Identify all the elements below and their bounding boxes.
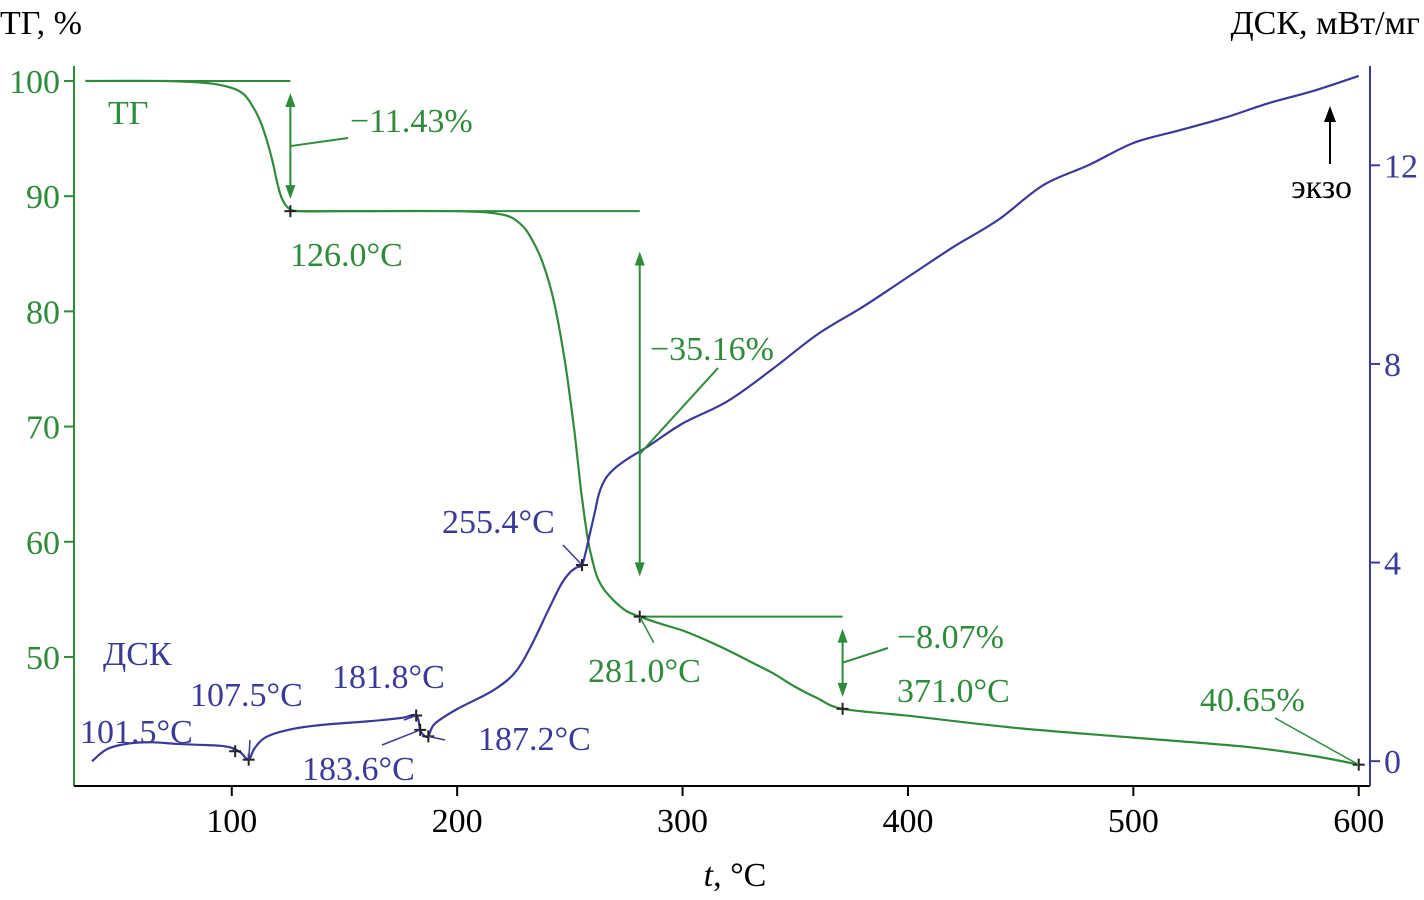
- y-left-tick-label: 60: [26, 525, 60, 562]
- tg-point-label-3: 40.65%: [1200, 682, 1305, 719]
- loss-label-2: −8.07%: [897, 619, 1004, 656]
- loss-label-1: −35.16%: [650, 331, 774, 368]
- loss-leader-2: [842, 647, 889, 664]
- y-left-tick-label: 100: [9, 64, 60, 101]
- y-right-tick-label: 8: [1384, 347, 1401, 384]
- y-right-tick-label: 0: [1384, 744, 1401, 781]
- tg-point-label-1: 281.0°C: [588, 653, 701, 690]
- dsc-point-leader-0: [231, 747, 236, 752]
- loss-arrow-0-head-bottom: [285, 185, 296, 200]
- tg-point-leader-3: [1274, 717, 1360, 766]
- loss-arrow-1-head-top: [634, 251, 645, 266]
- loss-arrow-0-head-top: [285, 92, 296, 107]
- dsc-point-label-4: 187.2°C: [478, 721, 591, 758]
- loss-leader-1: [638, 367, 719, 455]
- y-left-tick-label: 50: [26, 640, 60, 677]
- x-tick-label: 300: [657, 803, 708, 840]
- y-left-tick-label: 80: [26, 294, 60, 331]
- x-tick-label: 100: [206, 803, 257, 840]
- dsc-point-leader-1: [247, 739, 251, 760]
- x-axis-title-variable: t: [704, 857, 715, 894]
- loss-label-0: −11.43%: [350, 103, 473, 140]
- x-tick-label: 400: [882, 803, 933, 840]
- x-tick-label: 200: [432, 803, 483, 840]
- dsc-point-leader-2: [403, 714, 417, 721]
- y-right-tick-label: 12: [1384, 148, 1418, 185]
- dsc-point-label-2: 181.8°C: [332, 659, 445, 696]
- dsc-point-leader-5: [562, 544, 583, 566]
- dsc-point-label-3: 183.6°C: [302, 751, 415, 788]
- loss-arrow-2-head-top: [837, 628, 848, 643]
- loss-arrow-1-head-bottom: [634, 562, 645, 577]
- dsc-point-label-5: 255.4°C: [442, 504, 555, 541]
- x-tick-label: 500: [1108, 803, 1159, 840]
- tg-point-label-2: 371.0°C: [897, 673, 1010, 710]
- tg-point-leader-1: [639, 616, 655, 644]
- x-tick-label: 600: [1333, 803, 1384, 840]
- exo-arrow-head: [1324, 106, 1336, 122]
- exo-label: экзо: [1291, 169, 1352, 206]
- dsc-point-leader-4: [428, 735, 446, 741]
- loss-arrow-2-head-bottom: [837, 682, 848, 697]
- dsc-point-leader-3: [381, 729, 421, 746]
- dsc-point-label-0: 101.5°C: [80, 714, 193, 751]
- dsc-series-line: [91, 74, 1360, 763]
- y-left-tick-label: 70: [26, 410, 60, 447]
- y-right-axis-title: ДСК, мВт/мг: [1230, 5, 1420, 42]
- tg-point-label-0: 126.0°C: [290, 237, 403, 274]
- loss-leader-0: [290, 137, 349, 148]
- x-axis-title-unit: , °C: [713, 857, 766, 894]
- y-right-tick-label: 4: [1384, 546, 1401, 583]
- y-left-tick-label: 90: [26, 179, 60, 216]
- dsc-series-label: ДСК: [103, 636, 172, 673]
- tg-series-label: ТГ: [108, 95, 148, 132]
- tg-series-line: [85, 79, 1359, 766]
- dsc-point-label-1: 107.5°C: [190, 677, 303, 714]
- y-left-axis-title: ТГ, %: [0, 5, 82, 42]
- x-axis-title: t, °C: [704, 857, 767, 894]
